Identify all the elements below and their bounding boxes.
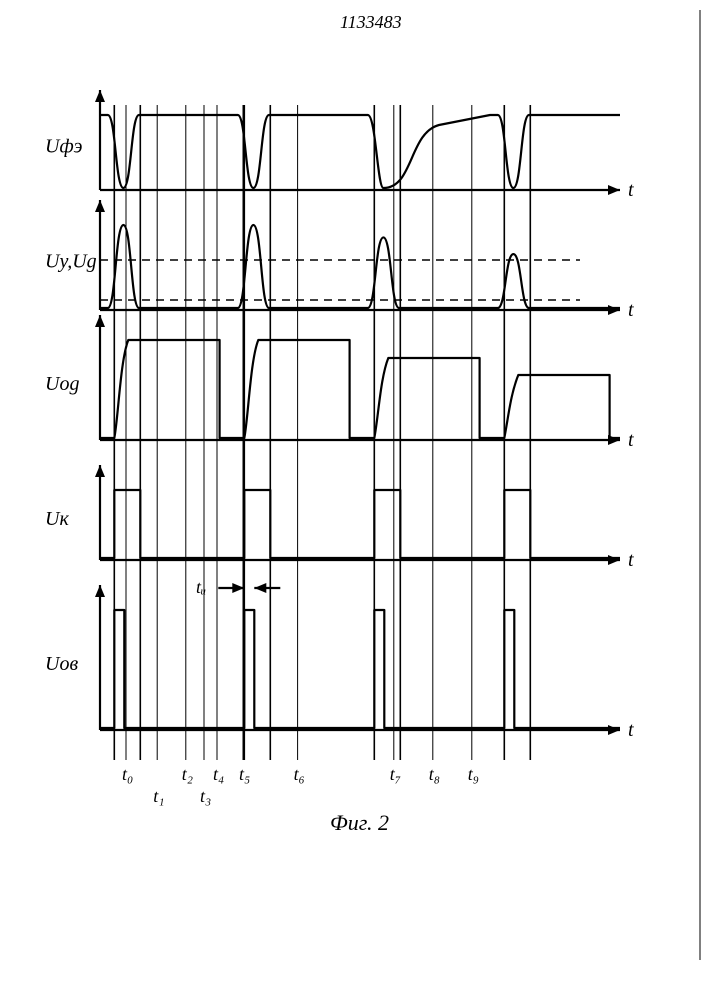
waveform-Uob — [100, 610, 620, 728]
waveform-Ufz — [100, 115, 620, 188]
tlabel-t₀: t₀ — [122, 764, 133, 784]
signal-label-Ufz: Uфэ — [45, 136, 83, 158]
waveform-Uog — [100, 340, 620, 438]
axis-t-label: t — [628, 299, 634, 321]
signal-label-Uob: Uoв — [45, 653, 78, 675]
tlabel-t₉: t₉ — [468, 764, 479, 784]
signal-label-Uk: Uк — [45, 508, 69, 530]
tlabel-t₄: t₄ — [213, 764, 224, 784]
figure-caption: Фиг. 2 — [330, 810, 389, 835]
tlabel-t₂: t₂ — [182, 764, 193, 784]
tlabel-t₆: t₆ — [294, 764, 305, 784]
header-number: 1133483 — [340, 12, 402, 32]
tlabel-t₇: t₇ — [390, 764, 401, 784]
tlabel-t₃: t₃ — [200, 786, 211, 806]
tu-label: tᵤ — [196, 577, 206, 597]
axis-t-label: t — [628, 179, 634, 201]
signal-label-Uyg: Uy,Ug — [45, 251, 97, 273]
signal-label-Uog: Uog — [45, 373, 79, 395]
axis-t-label: t — [628, 549, 634, 571]
tlabel-t₁: t₁ — [153, 786, 164, 806]
tlabel-t₈: t₈ — [429, 764, 440, 784]
axis-t-label: t — [628, 719, 634, 741]
tlabel-t₅: t₅ — [239, 764, 250, 784]
waveform-Uk — [100, 490, 620, 558]
axis-t-label: t — [628, 429, 634, 451]
waveform-Uyg — [100, 225, 620, 308]
